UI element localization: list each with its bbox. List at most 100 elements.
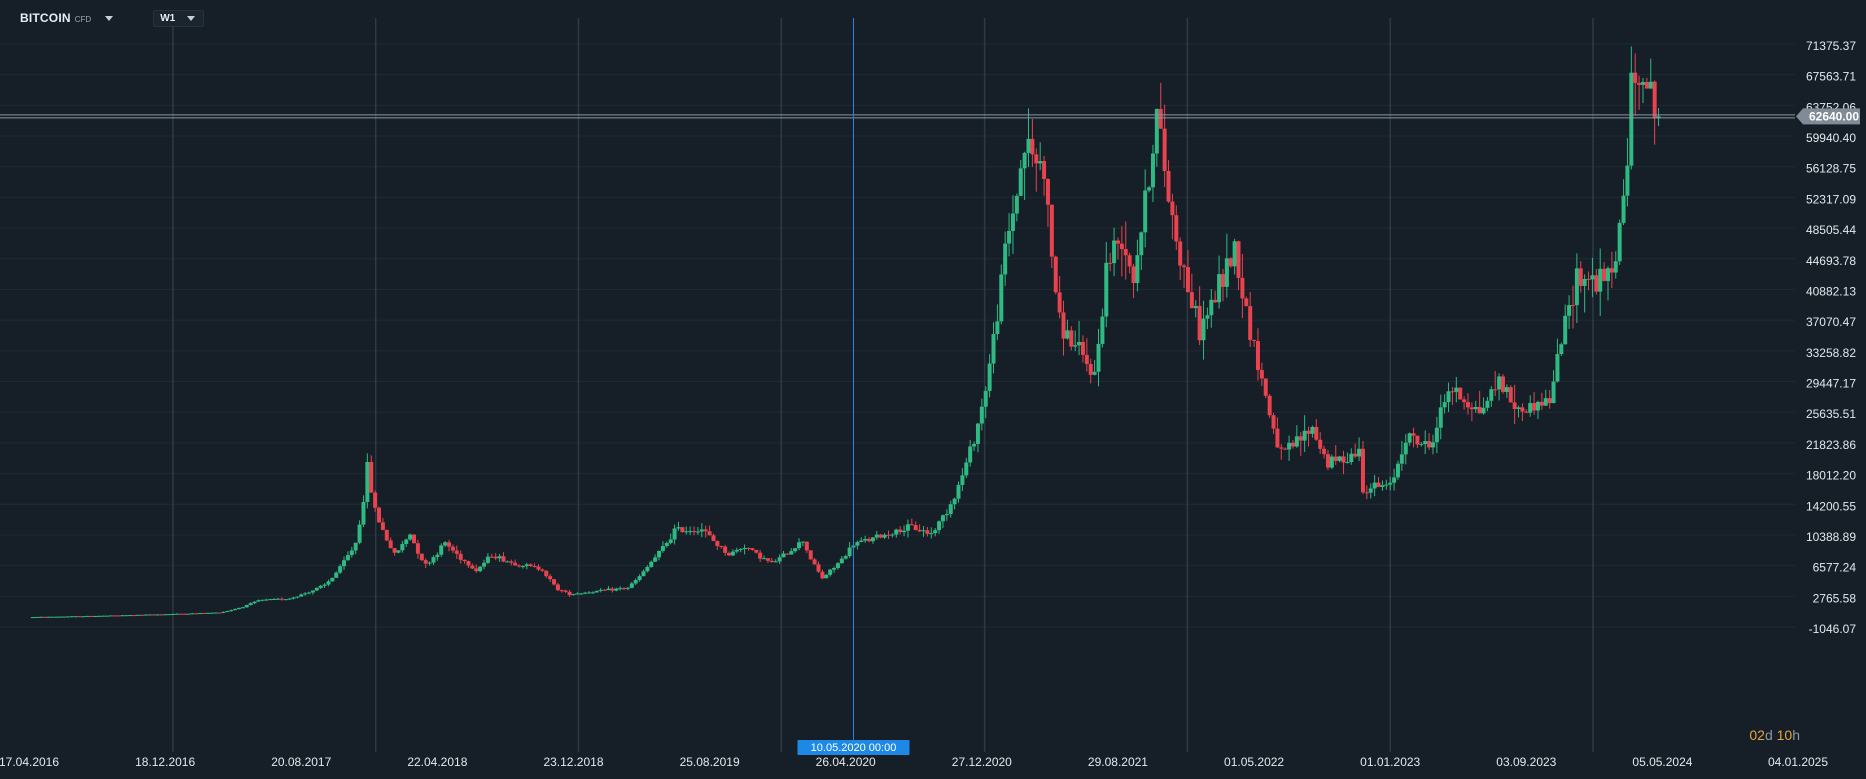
candle-bearish — [1182, 266, 1186, 268]
candle-bearish — [159, 614, 163, 615]
candle-bearish — [1524, 412, 1528, 413]
candle-bearish — [805, 542, 809, 551]
candle-bullish — [326, 581, 330, 584]
candle-bullish — [128, 615, 132, 616]
candle-bullish — [960, 475, 964, 485]
candle-bullish — [39, 617, 43, 618]
candle-bullish — [50, 617, 54, 618]
candle-bearish — [1264, 379, 1268, 396]
candle-bearish — [1291, 443, 1295, 447]
candle-bullish — [638, 576, 642, 580]
candle-bullish — [949, 504, 953, 514]
candle-bullish — [599, 590, 603, 591]
candle-bearish — [1170, 202, 1174, 216]
candle-bearish — [1334, 457, 1338, 461]
candle-bullish — [46, 617, 50, 618]
candle-bearish — [914, 525, 918, 530]
candle-bullish — [214, 613, 218, 614]
timeframe-selector[interactable]: W1 — [153, 10, 204, 27]
symbol-selector[interactable]: BITCOIN CFD — [14, 9, 119, 27]
candle-bearish — [898, 530, 902, 533]
candle-bullish — [435, 555, 439, 557]
y-axis-tick-label: -1046.07 — [1809, 622, 1857, 636]
candle-bearish — [1128, 255, 1132, 266]
candle-bullish — [976, 424, 980, 444]
candle-bearish — [1509, 387, 1513, 402]
candle-bullish — [1505, 387, 1509, 392]
candle-bearish — [1178, 241, 1182, 265]
candle-bearish — [1493, 389, 1497, 390]
candle-bearish — [867, 539, 871, 541]
candle-bullish — [922, 530, 926, 531]
candle-bullish — [1065, 330, 1069, 338]
candle-bearish — [719, 546, 723, 547]
candle-bullish — [1396, 464, 1400, 478]
candle-bullish — [315, 588, 319, 591]
candle-bullish — [855, 542, 859, 546]
candle-bearish — [1427, 441, 1431, 447]
candle-bullish — [295, 597, 299, 598]
candle-bullish — [1349, 454, 1353, 462]
candle-bearish — [820, 572, 824, 579]
candle-bullish — [606, 589, 610, 591]
candle-bullish — [1536, 402, 1540, 411]
candle-bullish — [136, 615, 140, 616]
candle-bearish — [533, 566, 537, 567]
candle-bullish — [1112, 241, 1116, 264]
candle-bullish — [206, 613, 210, 614]
candle-bearish — [369, 462, 373, 493]
candle-bullish — [144, 615, 148, 616]
candle-bearish — [1361, 449, 1365, 493]
candle-bearish — [1198, 306, 1202, 340]
candle-bullish — [1217, 274, 1221, 302]
candle-bullish — [124, 615, 128, 616]
candle-bearish — [1163, 129, 1167, 171]
candle-countdown: 02d 10h — [1749, 727, 1800, 743]
candle-bearish — [1062, 312, 1066, 338]
candle-bearish — [1252, 340, 1256, 341]
candle-bullish — [696, 531, 700, 532]
candle-bullish — [1641, 82, 1645, 85]
candle-bullish — [330, 578, 334, 582]
candle-bearish — [151, 614, 155, 615]
candle-bearish — [1594, 275, 1598, 291]
candle-bullish — [1606, 268, 1610, 281]
candle-bullish — [498, 556, 502, 558]
y-axis-tick-label: 10388.89 — [1806, 530, 1856, 544]
candle-bullish — [1369, 488, 1373, 492]
candle-bullish — [256, 600, 260, 601]
candle-bullish — [1618, 223, 1622, 261]
candle-bullish — [350, 550, 354, 555]
candle-bullish — [618, 588, 622, 589]
candle-bullish — [669, 539, 673, 543]
y-axis-tick-label: 59940.40 — [1806, 131, 1856, 145]
candle-bearish — [1069, 330, 1073, 346]
candle-bullish — [1544, 398, 1548, 405]
candle-bullish — [844, 556, 848, 558]
candle-bearish — [459, 554, 463, 560]
candle-bullish — [883, 535, 887, 538]
candle-bullish — [198, 613, 202, 614]
x-axis-tick-label: 01.01.2023 — [1360, 755, 1420, 769]
candle-bullish — [1019, 168, 1023, 196]
candle-bullish — [1093, 372, 1097, 375]
candle-bearish — [560, 590, 564, 591]
candle-bullish — [284, 599, 288, 600]
candle-bullish — [968, 446, 972, 462]
candle-bullish — [641, 571, 645, 576]
candle-bearish — [704, 529, 708, 531]
y-axis-tick-label: 18012.20 — [1806, 469, 1856, 483]
candle-bullish — [1287, 443, 1291, 450]
candle-bearish — [603, 590, 607, 591]
candle-bullish — [299, 594, 303, 596]
candle-bullish — [933, 530, 937, 533]
candle-bullish — [1614, 261, 1618, 272]
candle-bullish — [591, 592, 595, 593]
candle-bullish — [781, 554, 785, 558]
candle-bullish — [58, 617, 62, 618]
x-axis-tick-label: 20.08.2017 — [271, 755, 331, 769]
candle-bullish — [995, 321, 999, 334]
candle-bearish — [1645, 82, 1649, 89]
